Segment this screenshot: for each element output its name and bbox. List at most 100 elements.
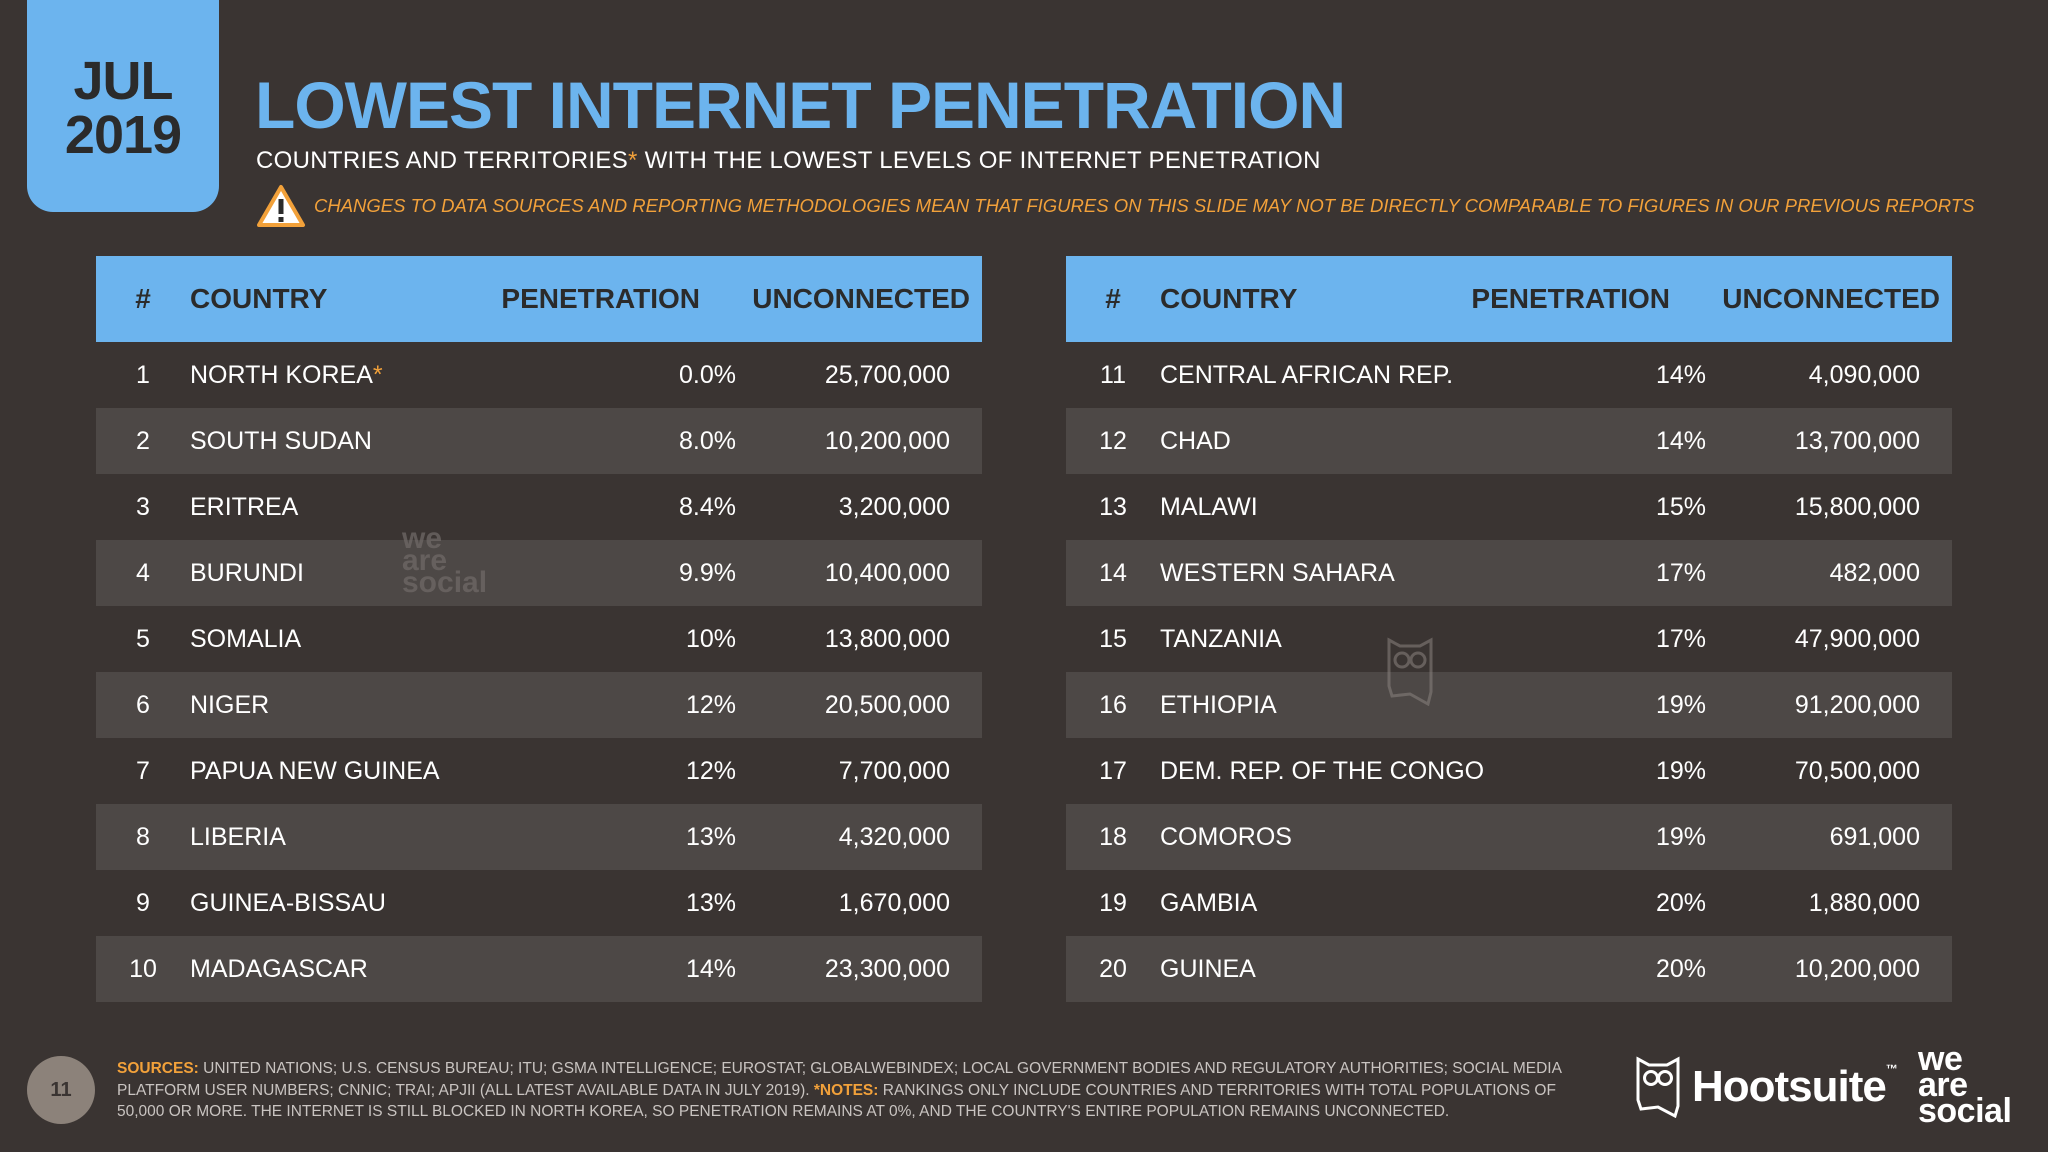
table-row: 1 NORTH KOREA* 0.0% 25,700,000 [96, 342, 982, 408]
penetration-cell: 15% [1655, 492, 1706, 521]
country-cell: PAPUA NEW GUINEA [190, 757, 480, 786]
country-cell: SOUTH SUDAN [190, 427, 480, 456]
unconnected-cell: 23,300,000 [824, 954, 950, 983]
rank-cell: 17 [1099, 756, 1127, 785]
country-name: CENTRAL AFRICAN REP. [1160, 360, 1454, 389]
ranking-table-left: # COUNTRY PENETRATION UNCONNECTED 1 NORTH… [96, 256, 982, 1002]
we-are-social-logo: we are social [1918, 1040, 2012, 1128]
country-name: BURUNDI [190, 558, 304, 587]
rank-cell: 16 [1099, 690, 1127, 719]
country-cell: GAMBIA [1160, 889, 1450, 918]
penetration-cell: 8.0% [679, 426, 736, 455]
penetration-cell: 12% [685, 690, 736, 719]
warning-icon [257, 185, 305, 227]
penetration-cell: 19% [1655, 756, 1706, 785]
penetration-cell: 20% [1655, 954, 1706, 983]
notes-text: RANKINGS ONLY INCLUDE COUNTRIES AND TERR… [117, 1081, 1556, 1121]
country-cell: GUINEA-BISSAU [190, 889, 480, 918]
page-subtitle: COUNTRIES AND TERRITORIES* WITH THE LOWE… [256, 147, 1321, 175]
country-name: TANZANIA [1160, 624, 1282, 653]
country-cell: TANZANIA [1160, 625, 1450, 654]
rank-cell: 11 [1100, 360, 1126, 389]
table-row: 4 BURUNDI 9.9% 10,400,000 [96, 540, 982, 606]
penetration-cell: 10% [685, 624, 736, 653]
country-name: GAMBIA [1160, 888, 1258, 917]
wsl-we: we [1918, 1040, 1963, 1078]
rank-cell: 5 [136, 624, 150, 653]
country-cell: NORTH KOREA* [190, 361, 480, 390]
rank-cell: 3 [136, 492, 150, 521]
country-cell: SOMALIA [190, 625, 480, 654]
rank-cell: 15 [1099, 624, 1127, 653]
country-name: NIGER [190, 690, 270, 719]
rank-cell: 8 [136, 822, 150, 851]
penetration-cell: 17% [1655, 558, 1706, 587]
unconnected-cell: 7,700,000 [838, 756, 950, 785]
penetration-cell: 20% [1655, 888, 1706, 917]
unconnected-cell: 4,090,000 [1808, 360, 1920, 389]
hootsuite-text: Hootsuite [1692, 1062, 1887, 1111]
unconnected-cell: 13,700,000 [1794, 426, 1920, 455]
warning-note: CHANGES TO DATA SOURCES AND REPORTING ME… [256, 184, 1974, 228]
unconnected-cell: 3,200,000 [838, 492, 950, 521]
header-unconnected: UNCONNECTED [1722, 283, 1940, 314]
hootsuite-logo: Hootsuite™ [1636, 1056, 1898, 1118]
country-cell: CENTRAL AFRICAN REP. [1160, 360, 1454, 390]
header-rank: # [135, 283, 151, 314]
country-name: SOUTH SUDAN [190, 426, 372, 455]
table-row: 15 TANZANIA 17% 47,900,000 [1066, 606, 1952, 672]
unconnected-cell: 1,880,000 [1808, 888, 1920, 917]
table-row: 13 MALAWI 15% 15,800,000 [1066, 474, 1952, 540]
table-row: 18 COMOROS 19% 691,000 [1066, 804, 1952, 870]
table-header: # COUNTRY PENETRATION UNCONNECTED [96, 256, 982, 342]
subtitle-text: COUNTRIES AND TERRITORIES [256, 147, 628, 174]
country-name: ERITREA [190, 492, 299, 521]
rank-cell: 1 [136, 360, 150, 389]
table-row: 20 GUINEA 20% 10,200,000 [1066, 936, 1952, 1002]
header-country: COUNTRY [1160, 283, 1298, 314]
table-row: 6 NIGER 12% 20,500,000 [96, 672, 982, 738]
penetration-cell: 0.0% [679, 360, 736, 389]
page-number: 11 [27, 1056, 95, 1124]
table-row: 3 ERITREA 8.4% 3,200,000 [96, 474, 982, 540]
unconnected-cell: 13,800,000 [824, 624, 950, 653]
country-cell: GUINEA [1160, 955, 1450, 984]
table-row: 9 GUINEA-BISSAU 13% 1,670,000 [96, 870, 982, 936]
unconnected-cell: 10,400,000 [824, 558, 950, 587]
country-cell: CHAD [1160, 427, 1450, 456]
rank-cell: 18 [1099, 822, 1127, 851]
sources-note: SOURCES: UNITED NATIONS; U.S. CENSUS BUR… [117, 1058, 1587, 1123]
country-cell: ERITREA [190, 493, 480, 522]
country-name: COMOROS [1160, 822, 1292, 851]
header-unconnected: UNCONNECTED [752, 283, 970, 314]
date-badge: JUL 2019 [27, 0, 219, 212]
table-row: 8 LIBERIA 13% 4,320,000 [96, 804, 982, 870]
unconnected-cell: 10,200,000 [1794, 954, 1920, 983]
country-name: MALAWI [1160, 492, 1258, 521]
country-name: NORTH KOREA [190, 360, 373, 389]
country-name: PAPUA NEW GUINEA [190, 756, 440, 785]
rank-cell: 10 [129, 954, 157, 983]
unconnected-cell: 25,700,000 [824, 360, 950, 389]
table-row: 17 DEM. REP. OF THE CONGO 19% 70,500,000 [1066, 738, 1952, 804]
footnote-asterisk: * [372, 360, 383, 389]
country-cell: DEM. REP. OF THE CONGO [1160, 757, 1484, 786]
table-row: 2 SOUTH SUDAN 8.0% 10,200,000 [96, 408, 982, 474]
table-row: 10 MADAGASCAR 14% 23,300,000 [96, 936, 982, 1002]
unconnected-cell: 70,500,000 [1794, 756, 1920, 785]
penetration-cell: 14% [1655, 426, 1706, 455]
country-name: WESTERN SAHARA [1160, 558, 1395, 587]
hootsuite-tm: ™ [1885, 1062, 1898, 1076]
table-header: # COUNTRY PENETRATION UNCONNECTED [1066, 256, 1952, 342]
hootsuite-owl-icon [1636, 1056, 1680, 1118]
country-cell: MADAGASCAR [190, 955, 480, 984]
rank-cell: 13 [1099, 492, 1127, 521]
notes-label: *NOTES: [813, 1081, 879, 1099]
table-row: 14 WESTERN SAHARA 17% 482,000 [1066, 540, 1952, 606]
ranking-table-right: # COUNTRY PENETRATION UNCONNECTED 11 CENT… [1066, 256, 1952, 1002]
penetration-cell: 9.9% [679, 558, 736, 587]
country-name: SOMALIA [190, 624, 302, 653]
penetration-cell: 13% [685, 822, 736, 851]
country-name: LIBERIA [190, 822, 286, 851]
penetration-cell: 14% [685, 954, 736, 983]
